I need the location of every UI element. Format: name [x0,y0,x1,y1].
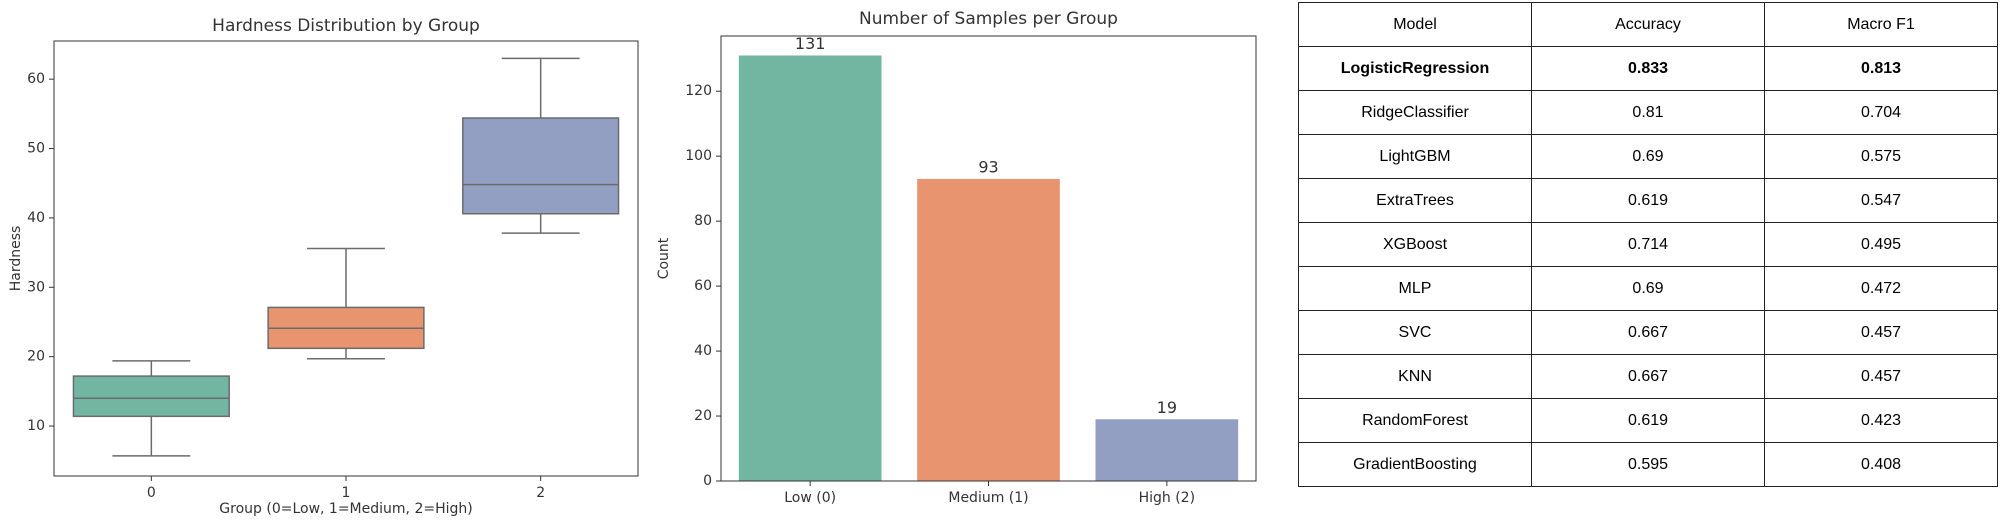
y-tick-label: 30 [27,279,45,295]
table-cell: 0.619 [1531,398,1765,443]
y-tick-label: 20 [27,349,45,365]
header-cell: Macro F1 [1764,2,1998,47]
table-cell: 0.457 [1764,354,1998,399]
table-row: KNN 0.667 0.457 [1298,354,1998,399]
box [462,117,620,215]
table-cell: 0.595 [1531,442,1765,487]
y-tick-label: 0 [703,473,712,489]
table-cell: SVC [1298,310,1532,355]
charts: Hardness Distribution by Group Group (0=L… [8,9,1257,517]
table-cell: 0.69 [1531,134,1765,179]
y-tick-label: 50 [27,141,45,157]
header-row: Model Accuracy Macro F1 [1298,2,1998,47]
x-tick-label: High (2) [1139,490,1195,506]
table-cell: GradientBoosting [1298,442,1532,487]
y-tick-label: 120 [685,83,712,99]
table-cell: 0.714 [1531,222,1765,267]
header-cell: Model [1298,2,1532,47]
table-row: LogisticRegression 0.833 0.813 [1298,46,1998,91]
data-label: 131 [795,34,826,53]
table-row: SVC 0.667 0.457 [1298,310,1998,355]
bar [1095,419,1239,481]
table-row: XGBoost 0.714 0.495 [1298,222,1998,267]
table-cell: RidgeClassifier [1298,90,1532,135]
table-header: Model Accuracy Macro F1 [1298,2,1998,47]
table-cell: 0.408 [1764,442,1998,487]
y-tick-label: 100 [685,148,712,164]
y-tick-label: 40 [694,343,712,359]
table-row: ExtraTrees 0.619 0.547 [1298,178,1998,223]
table-cell: 0.575 [1764,134,1998,179]
plot-frame [720,35,1257,482]
x-axis-label: Group (0=Low, 1=Medium, 2=High) [219,501,472,517]
table-cell: 0.495 [1764,222,1998,267]
table-row: LightGBM 0.69 0.575 [1298,134,1998,179]
table-cell: RandomForest [1298,398,1532,443]
x-tick-label: 2 [536,485,545,501]
table-cell: 0.423 [1764,398,1998,443]
table-cell: 0.619 [1531,178,1765,223]
data-label: 93 [978,157,998,176]
table-row: RandomForest 0.619 0.423 [1298,398,1998,443]
y-tick-label: 60 [27,71,45,87]
table-cell: 0.833 [1531,46,1765,91]
header-cell: Accuracy [1531,2,1765,47]
y-tick-label: 10 [27,418,45,434]
plot-frame [53,40,639,477]
y-axis-label: Count [656,237,672,279]
table-cell: 0.667 [1531,354,1765,399]
table-cell: MLP [1298,266,1532,311]
table-cell: KNN [1298,354,1532,399]
y-tick-label: 40 [27,210,45,226]
y-axis-label: Hardness [8,226,24,292]
results-table: Model Accuracy Macro F1 LogisticRegression… [1298,2,1998,487]
table-cell: 0.547 [1764,178,1998,223]
y-tick-label: 80 [694,213,712,229]
table-cell: 0.704 [1764,90,1998,135]
x-tick-label: Medium (1) [948,490,1028,506]
x-tick-label: 1 [342,485,351,501]
table-cell: 0.81 [1531,90,1765,135]
table-cell: 0.667 [1531,310,1765,355]
table-body: LogisticRegression 0.833 0.813 RidgeClassif… [1298,46,1998,487]
table-cell: LogisticRegression [1298,46,1532,91]
y-tick-label: 20 [694,408,712,424]
y-tick-label: 60 [694,278,712,294]
table-cell: 0.472 [1764,266,1998,311]
table-row: MLP 0.69 0.472 [1298,266,1998,311]
chart-title: Hardness Distribution by Group [212,16,480,36]
bar [738,55,882,482]
x-tick-label: 0 [147,485,156,501]
x-tick-label: Low (0) [784,490,836,506]
table-cell: 0.69 [1531,266,1765,311]
data-label: 19 [1157,398,1177,417]
bar [917,178,1060,481]
chart-title: Number of Samples per Group [859,9,1118,29]
table-row: GradientBoosting 0.595 0.408 [1298,442,1998,487]
table-cell: 0.457 [1764,310,1998,355]
table-row: RidgeClassifier 0.81 0.704 [1298,90,1998,135]
box [72,375,230,418]
table-cell: LightGBM [1298,134,1532,179]
table-cell: XGBoost [1298,222,1532,267]
table-cell: 0.813 [1764,46,1998,91]
table-cell: ExtraTrees [1298,178,1532,223]
